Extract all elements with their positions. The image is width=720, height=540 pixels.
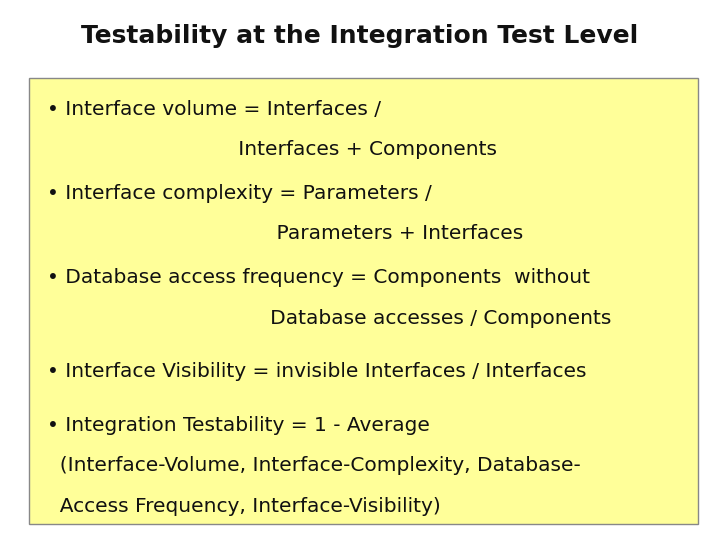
Text: (Interface-Volume, Interface-Complexity, Database-: (Interface-Volume, Interface-Complexity,… (47, 456, 580, 475)
Text: • Interface Visibility = invisible Interfaces / Interfaces: • Interface Visibility = invisible Inter… (47, 362, 586, 381)
Text: • Interface volume = Interfaces /: • Interface volume = Interfaces / (47, 100, 381, 119)
Text: • Database access frequency = Components  without: • Database access frequency = Components… (47, 268, 590, 287)
Text: • Integration Testability = 1 - Average: • Integration Testability = 1 - Average (47, 416, 430, 435)
Text: Interfaces + Components: Interfaces + Components (47, 140, 497, 159)
FancyBboxPatch shape (29, 78, 698, 524)
Text: Database accesses / Components: Database accesses / Components (47, 309, 611, 328)
Text: • Interface complexity = Parameters /: • Interface complexity = Parameters / (47, 184, 431, 202)
Text: Parameters + Interfaces: Parameters + Interfaces (47, 224, 523, 243)
Text: Access Frequency, Interface-Visibility): Access Frequency, Interface-Visibility) (47, 497, 441, 516)
Text: Testability at the Integration Test Level: Testability at the Integration Test Leve… (81, 24, 639, 48)
